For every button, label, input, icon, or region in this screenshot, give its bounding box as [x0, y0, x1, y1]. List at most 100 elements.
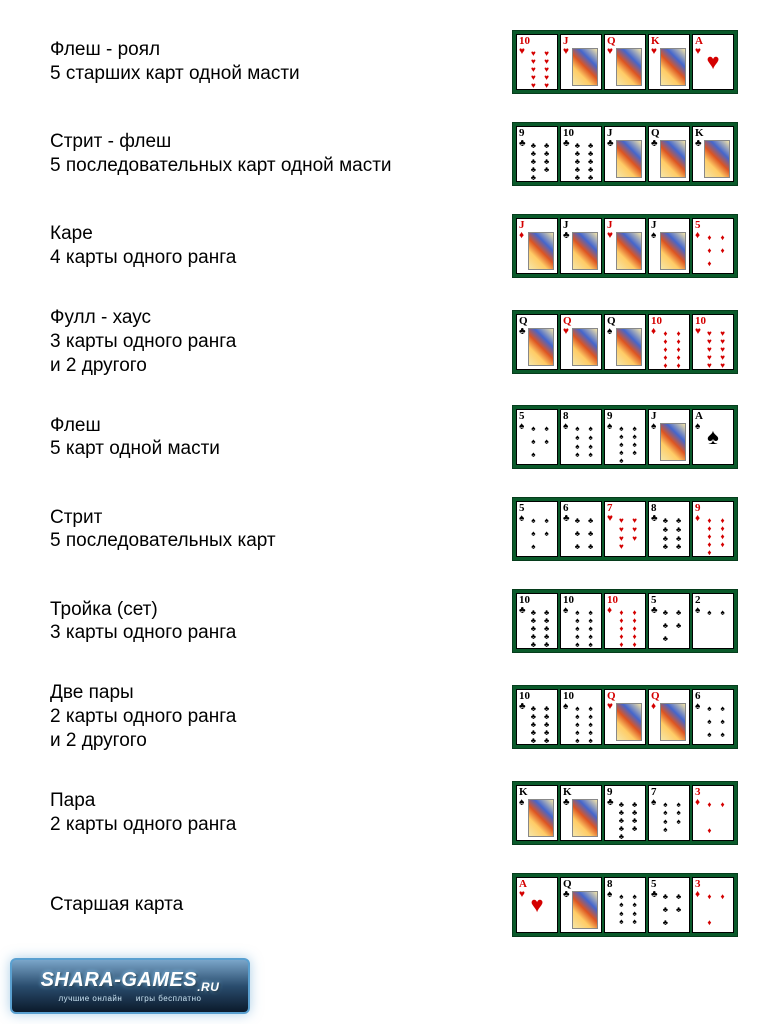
- card-rank: K: [563, 787, 572, 798]
- card-pips: ♥♥♥♥♥♥♥: [615, 516, 641, 552]
- hand-title: Стрит: [50, 506, 502, 530]
- playing-card: 7 ♥ ♥♥♥♥♥♥♥: [604, 501, 646, 557]
- playing-card: Q ♣: [560, 877, 602, 933]
- card-suit-icon: ♠: [563, 606, 568, 616]
- card-suit-icon: ♣: [563, 798, 570, 808]
- playing-card: K ♣: [692, 126, 734, 182]
- card-suit-icon: ♣: [563, 139, 570, 149]
- playing-card: J ♣: [604, 126, 646, 182]
- hand-row: Старшая карта A ♥ ♥ Q ♣ 8 ♠ ♠♠♠♠♠♠♠♠ 5 ♣…: [50, 873, 738, 937]
- card-suit-icon: ♦: [695, 890, 700, 900]
- card-suit-icon: ♥: [607, 702, 613, 712]
- card-suit-icon: ♣: [519, 606, 526, 616]
- card-suit-icon: ♣: [519, 702, 526, 712]
- card-face-art: [528, 232, 554, 270]
- playing-card: Q ♥: [604, 34, 646, 90]
- card-rank: 9: [607, 787, 613, 798]
- card-suit-icon: ♦: [519, 231, 524, 241]
- card-face-art: [660, 232, 686, 270]
- hand-row: Стрит5 последовательных карт 5 ♠ ♠♠♠♠♠ 6…: [50, 497, 738, 561]
- playing-card: 8 ♣ ♣♣♣♣♣♣♣♣: [648, 501, 690, 557]
- hand-desc: 5 последовательных карт: [50, 529, 502, 553]
- card-face-art: [704, 140, 730, 178]
- logo-sub-left: лучшие онлайн: [59, 994, 123, 1003]
- card-pips: ♦♦♦: [703, 892, 729, 928]
- card-rank: K: [519, 787, 528, 798]
- logo-sub-right: игры бесплатно: [136, 994, 202, 1003]
- card-suit-icon: ♥: [607, 514, 613, 524]
- hand-cards: K ♠ K ♣ 9 ♣ ♣♣♣♣♣♣♣♣♣ 7 ♠ ♠♠♠♠♠♠♠ 3 ♦ ♦♦…: [512, 781, 738, 845]
- playing-card: Q ♠: [604, 314, 646, 370]
- playing-card: Q ♣: [648, 126, 690, 182]
- card-pips: ♠♠♠♠♠♠♠♠♠♠: [571, 704, 597, 740]
- card-pips: ♠♠♠♠♠♠♠♠♠♠: [571, 608, 597, 644]
- card-pips: ♠♠♠♠♠♠♠♠: [615, 892, 641, 928]
- card-suit-icon: ♥: [607, 231, 613, 241]
- playing-card: J ♥: [604, 218, 646, 274]
- card-suit-icon: ♣: [651, 890, 658, 900]
- hand-cards: 10 ♥ ♥♥♥♥♥♥♥♥♥♥ J ♥ Q ♥ K ♥ A ♥ ♥: [512, 30, 738, 94]
- card-rank: 3: [695, 787, 701, 798]
- card-pips: ♥♥♥♥♥♥♥♥♥♥: [703, 329, 729, 365]
- card-rank: 10: [651, 316, 662, 327]
- playing-card: 10 ♦ ♦♦♦♦♦♦♦♦♦♦: [604, 593, 646, 649]
- hand-title: Старшая карта: [50, 893, 502, 917]
- playing-card: 5 ♠ ♠♠♠♠♠: [516, 501, 558, 557]
- card-suit-icon: ♥: [563, 327, 569, 337]
- card-face-art: [572, 799, 598, 837]
- card-center-pip: ♥: [693, 35, 733, 89]
- card-pips: ♣♣♣♣♣: [659, 892, 685, 928]
- playing-card: 10 ♠ ♠♠♠♠♠♠♠♠♠♠: [560, 689, 602, 745]
- card-suit-icon: ♣: [519, 139, 526, 149]
- card-suit-icon: ♠: [607, 327, 612, 337]
- playing-card: 10 ♥ ♥♥♥♥♥♥♥♥♥♥: [516, 34, 558, 90]
- playing-card: 6 ♣ ♣♣♣♣♣♣: [560, 501, 602, 557]
- hand-desc2: и 2 другого: [50, 354, 502, 378]
- hand-title: Тройка (сет): [50, 598, 502, 622]
- card-suit-icon: ♠: [519, 798, 524, 808]
- card-rank: Q: [563, 879, 572, 890]
- card-pips: ♠♠: [703, 608, 729, 644]
- card-pips: ♣♣♣♣♣♣♣♣♣♣: [527, 608, 553, 644]
- card-pips: ♣♣♣♣♣♣♣♣♣♣: [527, 704, 553, 740]
- hand-text: Старшая карта: [50, 893, 512, 917]
- hand-text: Тройка (сет)3 карты одного ранга: [50, 598, 512, 646]
- playing-card: Q ♥: [560, 314, 602, 370]
- hand-cards: 9 ♣ ♣♣♣♣♣♣♣♣♣ 10 ♣ ♣♣♣♣♣♣♣♣♣♣ J ♣ Q ♣ K …: [512, 122, 738, 186]
- card-face-art: [660, 48, 686, 86]
- hand-text: Фулл - хаус3 карты одного рангаи 2 друго…: [50, 306, 512, 377]
- playing-card: 5 ♠ ♠♠♠♠♠: [516, 409, 558, 465]
- card-pips: ♠♠♠♠♠♠♠♠: [571, 424, 597, 460]
- hand-cards: J ♦ J ♣ J ♥ J ♠ 5 ♦ ♦♦♦♦♦: [512, 214, 738, 278]
- card-suit-icon: ♠: [607, 422, 612, 432]
- hand-row: Фулл - хаус3 карты одного рангаи 2 друго…: [50, 306, 738, 377]
- card-suit-icon: ♠: [563, 702, 568, 712]
- card-pips: ♠♠♠♠♠♠♠♠♠: [615, 424, 641, 460]
- hand-title: Пара: [50, 789, 502, 813]
- card-pips: ♣♣♣♣♣♣: [571, 516, 597, 552]
- card-face-art: [572, 891, 598, 929]
- card-suit-icon: ♣: [651, 514, 658, 524]
- card-suit-icon: ♣: [519, 327, 526, 337]
- card-face-art: [616, 703, 642, 741]
- card-rank: Q: [519, 316, 528, 327]
- card-suit-icon: ♠: [651, 422, 656, 432]
- playing-card: Q ♥: [604, 689, 646, 745]
- card-suit-icon: ♠: [563, 422, 568, 432]
- card-suit-icon: ♣: [563, 514, 570, 524]
- card-pips: ♠♠♠♠♠: [527, 424, 553, 460]
- card-rank: 3: [695, 879, 701, 890]
- card-suit-icon: ♥: [651, 47, 657, 57]
- hand-text: Флеш - роял5 старших карт одной масти: [50, 38, 512, 86]
- playing-card: 10 ♠ ♠♠♠♠♠♠♠♠♠♠: [560, 593, 602, 649]
- playing-card: K ♣: [560, 785, 602, 841]
- card-suit-icon: ♥: [695, 327, 701, 337]
- playing-card: 10 ♣ ♣♣♣♣♣♣♣♣♣♣: [516, 593, 558, 649]
- hand-desc: 5 последовательных карт одной масти: [50, 154, 502, 178]
- card-suit-icon: ♣: [563, 231, 570, 241]
- hand-row: Стрит - флеш5 последовательных карт одно…: [50, 122, 738, 186]
- playing-card: J ♥: [560, 34, 602, 90]
- card-pips: ♥♥♥♥♥♥♥♥♥♥: [527, 49, 553, 85]
- card-suit-icon: ♠: [651, 798, 656, 808]
- hand-cards: 5 ♠ ♠♠♠♠♠ 6 ♣ ♣♣♣♣♣♣ 7 ♥ ♥♥♥♥♥♥♥ 8 ♣ ♣♣♣…: [512, 497, 738, 561]
